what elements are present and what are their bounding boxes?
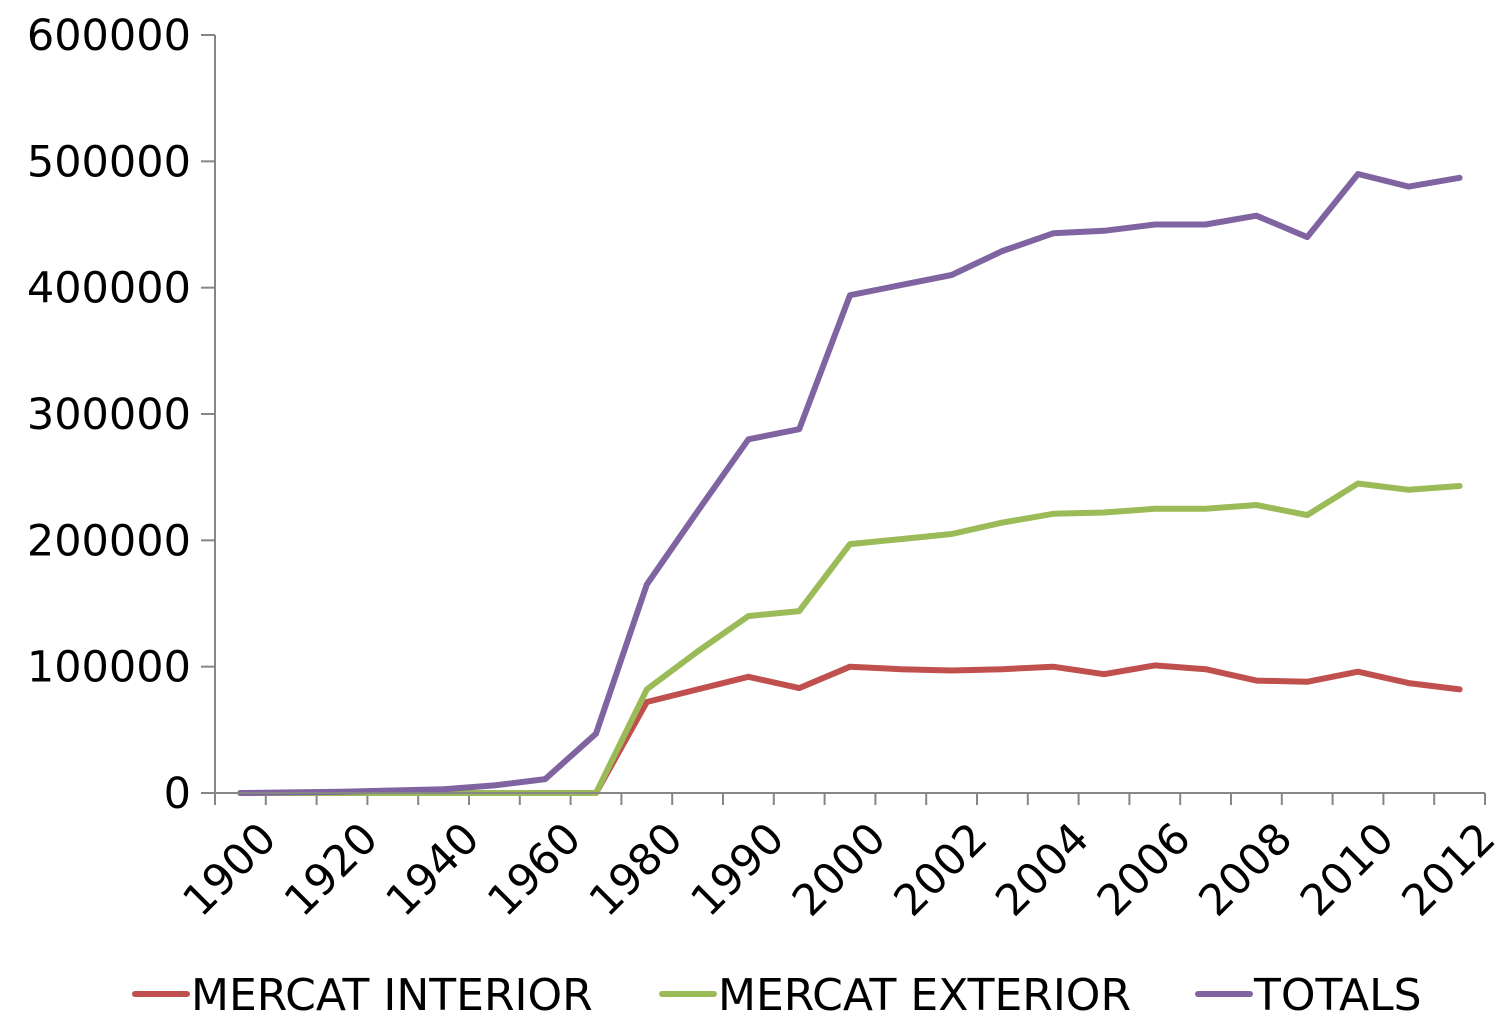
x-tick-label: 2012	[1393, 813, 1495, 926]
x-tick-label: 2002	[885, 813, 998, 926]
x-tick-label: 2000	[783, 813, 896, 926]
legend-label: MERCAT INTERIOR	[191, 970, 593, 1016]
y-axis-ticks: 0 100000 200000 300000 400000 500000 600000	[27, 11, 215, 819]
y-tick-label: 600000	[27, 11, 191, 61]
x-tick-label: 2004	[986, 813, 1099, 926]
x-tick-label: 1900	[174, 813, 287, 926]
series-lines	[237, 171, 1463, 796]
x-tick-label: 2006	[1088, 813, 1201, 926]
y-tick-label: 0	[164, 769, 191, 819]
x-tick-label: 1990	[682, 813, 795, 926]
x-tick-label: 2008	[1190, 813, 1303, 926]
y-tick-label: 500000	[27, 137, 191, 187]
y-tick-label: 100000	[27, 643, 191, 693]
legend-label: MERCAT EXTERIOR	[718, 970, 1131, 1016]
x-tick-label: 2010	[1291, 813, 1404, 926]
series-line-mercat-exterior	[237, 480, 1463, 796]
x-tick-label: 1960	[478, 813, 591, 926]
legend: MERCAT INTERIOR MERCAT EXTERIOR TOTALS	[132, 970, 1422, 1016]
y-tick-label: 300000	[27, 390, 191, 440]
x-tick-label: 1940	[377, 813, 490, 926]
series-line-mercat-interior	[237, 662, 1463, 796]
y-tick-label: 200000	[27, 516, 191, 566]
x-tick-label: 1980	[580, 813, 693, 926]
x-axis-ticks: 1900192019401960198019902000200220042006…	[174, 793, 1495, 926]
series-line-totals	[237, 171, 1463, 796]
legend-label: TOTALS	[1253, 970, 1422, 1016]
x-tick-label: 1920	[275, 813, 388, 926]
y-tick-label: 400000	[27, 264, 191, 314]
